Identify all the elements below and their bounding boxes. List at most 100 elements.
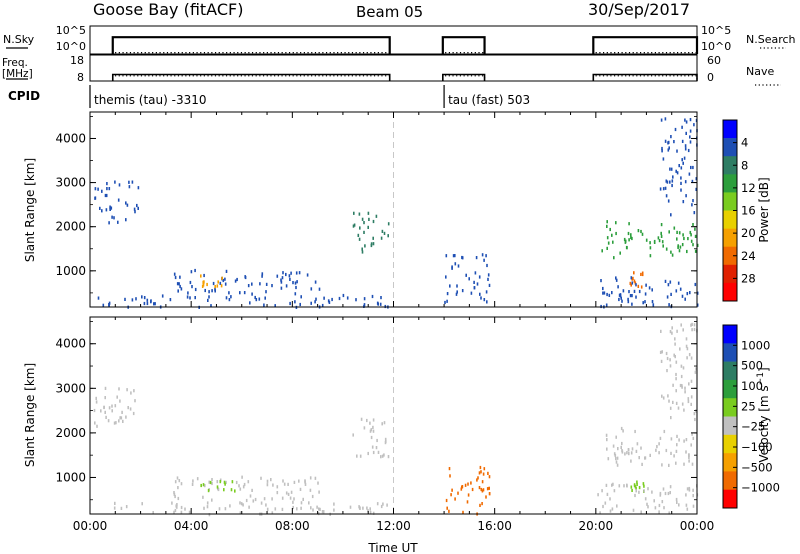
velocity-cell [668, 511, 670, 515]
power-cell [652, 303, 655, 307]
velocity-cell [606, 438, 608, 442]
velocity-cell [126, 388, 128, 392]
velocity-cell [688, 459, 690, 463]
velocity-cell [120, 416, 123, 420]
power-cell [143, 296, 146, 300]
velocity-cell [211, 481, 213, 486]
velocity-cell [656, 445, 658, 449]
velocity-cell [372, 429, 375, 433]
noise-series-0-segment-0 [111, 36, 391, 54]
power-cell [689, 140, 692, 144]
velocity-cell [614, 453, 617, 458]
power-cell [694, 227, 696, 231]
power-cell [673, 140, 675, 144]
power-cell [677, 245, 679, 249]
velocity-cell [211, 478, 213, 482]
power-cell [668, 146, 670, 150]
velocity-cell [114, 404, 117, 408]
noise-left-tick-top: 10^5 [56, 24, 86, 37]
velocity-cell [127, 406, 129, 410]
velocity-cell [287, 492, 290, 496]
power-cell [126, 203, 129, 207]
velocity-cell [688, 488, 691, 492]
velocity-cell [171, 501, 173, 505]
velocity-cell [611, 483, 613, 487]
velocity-cell [666, 356, 669, 361]
velocity-cell [616, 456, 619, 460]
velocity-cell [481, 502, 483, 506]
velocity-cell [643, 484, 645, 488]
velocity-cell [679, 383, 682, 388]
power-colorbar-swatch-6 [723, 228, 737, 247]
velocity-cell [251, 488, 253, 492]
power-cell [296, 280, 298, 284]
power-cell [111, 215, 113, 219]
velocity-cell [242, 503, 244, 507]
velocity-cell [376, 502, 379, 506]
velocity-cell [480, 487, 483, 492]
velocity-cell [478, 471, 481, 475]
power-cell [669, 167, 671, 171]
power-cell [154, 302, 156, 306]
power-cell [649, 246, 652, 250]
velocity-cell [482, 472, 485, 476]
velocity-colorbar-swatch-5 [723, 416, 737, 436]
velocity-cell [624, 452, 626, 456]
power-cell [667, 141, 669, 145]
power-cell [135, 297, 137, 301]
velocity-colorbar-label-4: 25 [741, 399, 756, 413]
velocity-cell [597, 493, 599, 497]
power-cell [110, 206, 113, 210]
power-cell [689, 129, 692, 133]
velocity-cell [203, 506, 205, 510]
velocity-cell [601, 489, 603, 493]
velocity-cell [682, 366, 685, 370]
velocity-xlabel: Time UT [367, 541, 418, 554]
power-cell [688, 172, 691, 176]
power-cell [635, 283, 637, 287]
power-cell [630, 276, 633, 280]
noise-left-tick-bottom: 10^0 [56, 40, 86, 53]
power-cell [212, 281, 215, 286]
power-cell [134, 210, 136, 214]
power-cell [457, 264, 460, 268]
power-cell [113, 216, 115, 220]
power-cell [621, 299, 623, 303]
power-cell [600, 279, 602, 283]
velocity-cell [479, 503, 481, 507]
power-cell [665, 247, 668, 251]
velocity-cell [133, 389, 135, 393]
power-cell [261, 272, 264, 276]
velocity-cell [219, 480, 222, 484]
velocity-cell [672, 383, 674, 387]
power-cell [619, 251, 621, 255]
velocity-cell [661, 394, 663, 398]
power-cell [255, 298, 258, 302]
velocity-cell [383, 421, 386, 425]
velocity-cell [676, 329, 678, 333]
velocity-cell [617, 447, 619, 451]
power-cell [660, 118, 663, 122]
velocity-cell [206, 501, 209, 505]
power-cell [689, 230, 692, 235]
velocity-cell [223, 480, 226, 484]
velocity-cell [488, 475, 491, 479]
power-cell [685, 120, 688, 124]
power-cell [361, 247, 363, 251]
velocity-cell [661, 463, 663, 467]
power-cell [191, 285, 193, 289]
velocity-cell [687, 399, 690, 404]
power-cell [676, 230, 678, 234]
power-cell [379, 302, 382, 306]
power-cell [692, 165, 694, 170]
velocity-cell [174, 480, 177, 484]
velocity-cell [129, 407, 132, 411]
velocity-cell [693, 412, 696, 416]
power-cell [661, 240, 664, 244]
velocity-cell [317, 481, 319, 485]
velocity-cell [690, 323, 692, 327]
velocity-colorbar-label: Velocity [m s−1] [756, 367, 771, 462]
velocity-cell [488, 486, 490, 490]
velocity-patch-6 [605, 426, 695, 467]
